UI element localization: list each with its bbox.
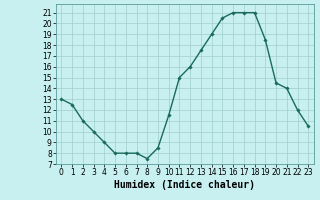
X-axis label: Humidex (Indice chaleur): Humidex (Indice chaleur) xyxy=(114,180,255,190)
